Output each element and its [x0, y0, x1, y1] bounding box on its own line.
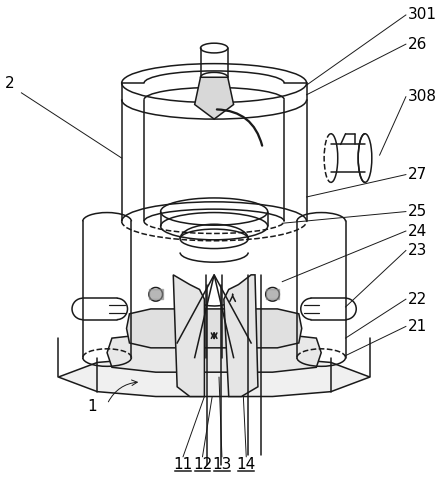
Text: 23: 23	[408, 243, 427, 258]
Text: 2: 2	[5, 76, 15, 91]
Text: 26: 26	[408, 37, 427, 52]
Text: 1: 1	[88, 399, 97, 414]
Text: 24: 24	[408, 224, 427, 239]
Text: 12: 12	[193, 457, 212, 472]
Text: 21: 21	[408, 319, 427, 334]
Text: 301: 301	[408, 7, 437, 22]
Polygon shape	[107, 333, 321, 372]
Text: 308: 308	[408, 89, 437, 104]
Text: 22: 22	[408, 292, 427, 306]
Text: 14: 14	[237, 457, 256, 472]
Polygon shape	[194, 77, 234, 119]
Text: 13: 13	[212, 457, 231, 472]
Polygon shape	[173, 275, 205, 397]
Polygon shape	[59, 358, 370, 397]
Text: 25: 25	[408, 204, 427, 219]
Text: 11: 11	[173, 457, 193, 472]
Polygon shape	[127, 309, 302, 348]
Polygon shape	[224, 275, 258, 397]
Text: 27: 27	[408, 167, 427, 182]
